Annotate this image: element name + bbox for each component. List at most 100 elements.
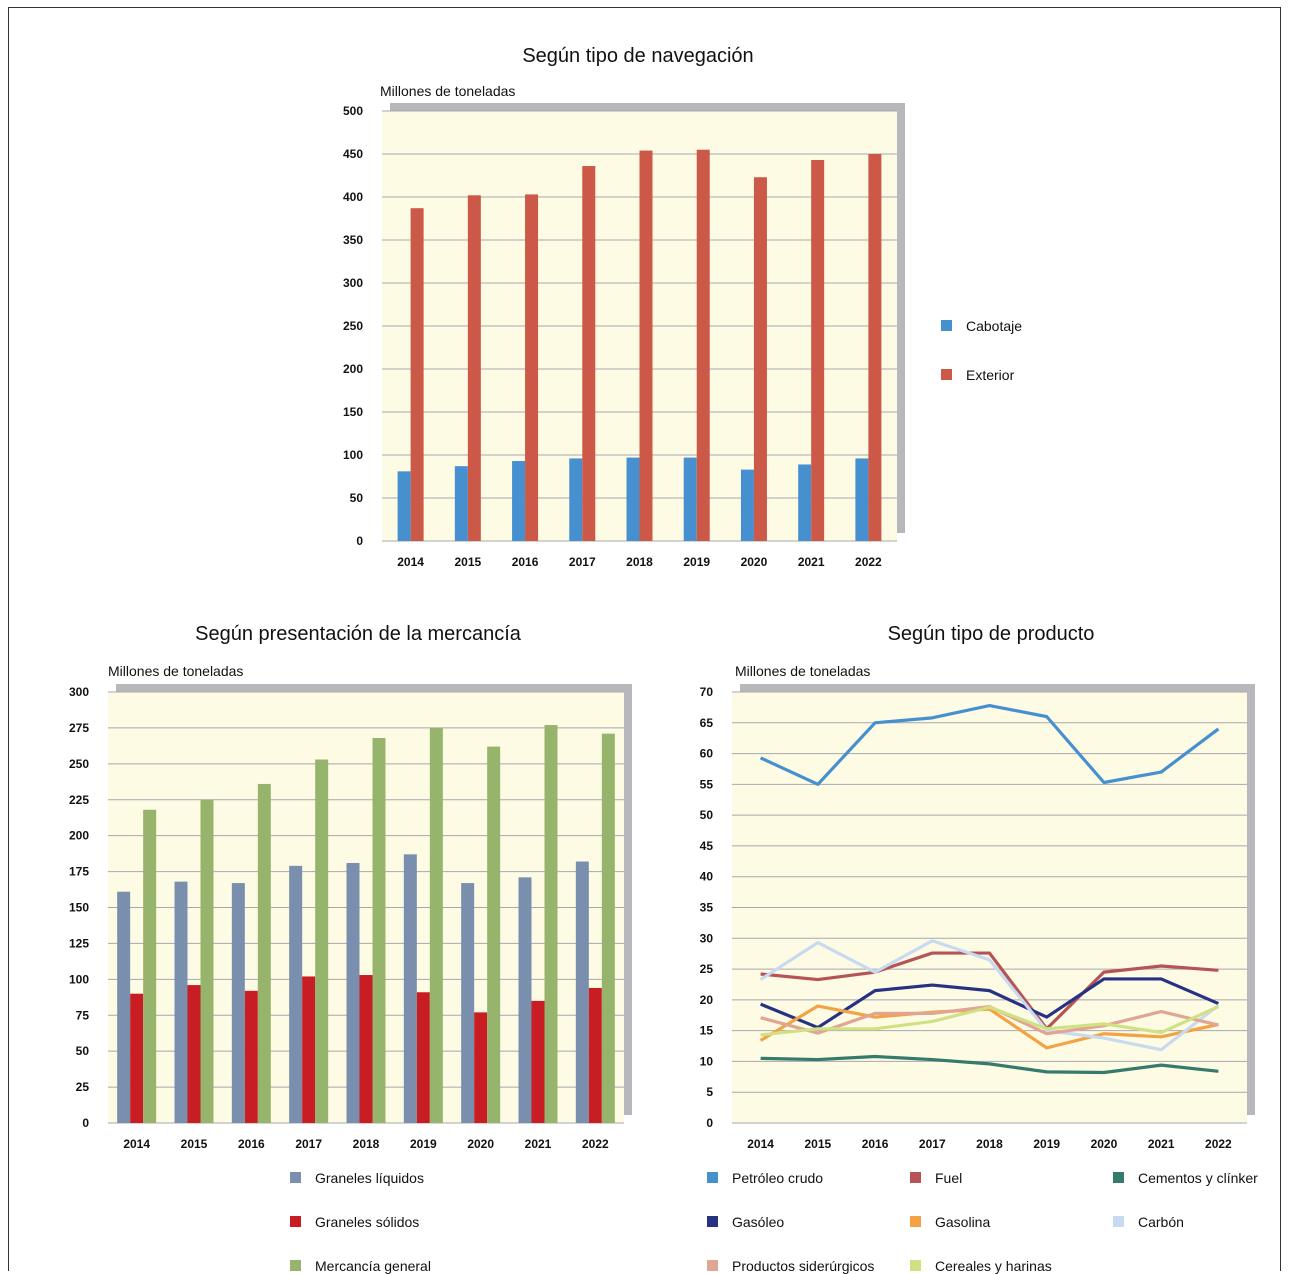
legend-item: Graneles sólidos xyxy=(290,1214,419,1230)
legend-item: Gasolina xyxy=(910,1214,990,1230)
bar xyxy=(582,166,596,542)
bar xyxy=(569,458,583,541)
x-tick-label: 2020 xyxy=(741,555,768,569)
y-tick-label: 5 xyxy=(706,1085,713,1099)
legend-label: Fuel xyxy=(935,1170,962,1186)
legend-swatch xyxy=(910,1172,921,1183)
legend-label: Petróleo crudo xyxy=(732,1170,823,1186)
y-tick-label: 65 xyxy=(700,716,714,730)
y-tick-label: 400 xyxy=(343,190,363,204)
legend-label: Cabotaje xyxy=(966,318,1022,334)
x-tick-label: 2017 xyxy=(919,1137,946,1151)
bar xyxy=(372,737,386,1123)
bar xyxy=(588,987,602,1123)
bar xyxy=(740,469,754,541)
y-tick-label: 25 xyxy=(700,962,714,976)
y-tick-label: 500 xyxy=(343,104,363,118)
y-axis-label: Millones de toneladas xyxy=(380,83,515,99)
bar xyxy=(244,990,258,1123)
bar xyxy=(143,809,157,1123)
y-tick-label: 250 xyxy=(69,757,89,771)
legend-swatch xyxy=(1113,1216,1124,1227)
bar xyxy=(454,466,468,541)
legend-label: Productos siderúrgicos xyxy=(732,1258,874,1274)
y-tick-label: 40 xyxy=(700,870,714,884)
bar xyxy=(315,759,329,1123)
x-tick-label: 2019 xyxy=(410,1137,437,1151)
legend-swatch xyxy=(707,1260,718,1271)
legend-swatch xyxy=(941,320,952,331)
bar xyxy=(855,458,869,541)
x-tick-label: 2017 xyxy=(569,555,596,569)
bar xyxy=(429,727,443,1123)
series-line xyxy=(760,977,1220,1030)
x-tick-label: 2021 xyxy=(525,1137,552,1151)
y-tick-label: 225 xyxy=(69,793,89,807)
y-tick-label: 60 xyxy=(700,747,714,761)
chart-0: Según tipo de navegación Millones de tone… xyxy=(343,45,1022,569)
x-tick-label: 2015 xyxy=(181,1137,208,1151)
legend-swatch xyxy=(290,1260,301,1271)
series-line xyxy=(759,703,1220,786)
x-tick-label: 2020 xyxy=(467,1137,494,1151)
legend-swatch xyxy=(707,1172,718,1183)
y-axis-label: Millones de toneladas xyxy=(108,663,243,679)
x-tick-label: 2016 xyxy=(238,1137,265,1151)
legend-swatch xyxy=(910,1216,921,1227)
series-line xyxy=(760,1005,1220,1037)
bar xyxy=(410,208,424,541)
legend-label: Carbón xyxy=(1138,1214,1184,1230)
bar xyxy=(302,976,316,1123)
bar xyxy=(130,993,144,1123)
x-tick-label: 2018 xyxy=(626,555,653,569)
legend-label: Exterior xyxy=(966,367,1015,383)
bar xyxy=(200,799,214,1123)
y-tick-label: 30 xyxy=(700,931,714,945)
bar xyxy=(289,865,303,1123)
y-tick-label: 200 xyxy=(69,829,89,843)
legend-item: Petróleo crudo xyxy=(707,1170,823,1186)
chart-title: Según tipo de producto xyxy=(888,623,1095,645)
bar xyxy=(359,975,373,1123)
bar xyxy=(487,746,501,1123)
y-tick-label: 50 xyxy=(700,808,714,822)
bar xyxy=(575,861,589,1123)
bar xyxy=(403,854,417,1123)
legend-swatch xyxy=(910,1260,921,1271)
bar xyxy=(601,733,615,1123)
bar xyxy=(639,150,653,541)
y-tick-label: 25 xyxy=(76,1080,90,1094)
y-tick-label: 150 xyxy=(69,901,89,915)
x-tick-label: 2015 xyxy=(804,1137,831,1151)
y-tick-label: 175 xyxy=(69,865,89,879)
legend-label: Gasolina xyxy=(935,1214,990,1230)
legend-item: Exterior xyxy=(941,367,1015,383)
y-tick-label: 450 xyxy=(343,147,363,161)
bar xyxy=(798,464,812,541)
bar xyxy=(461,883,475,1123)
y-tick-label: 0 xyxy=(706,1116,713,1130)
bar xyxy=(518,877,532,1123)
x-tick-label: 2021 xyxy=(1148,1137,1175,1151)
x-tick-label: 2021 xyxy=(798,555,825,569)
x-tick-label: 2018 xyxy=(976,1137,1003,1151)
x-tick-label: 2019 xyxy=(683,555,710,569)
x-tick-label: 2014 xyxy=(397,555,424,569)
y-tick-label: 75 xyxy=(76,1008,90,1022)
legend-swatch xyxy=(290,1216,301,1227)
bar xyxy=(753,177,767,541)
legend-swatch xyxy=(290,1172,301,1183)
x-tick-label: 2014 xyxy=(123,1137,150,1151)
bar xyxy=(868,154,882,541)
series-line xyxy=(760,951,1219,1031)
chart-2: Según tipo de producto Millones de tonela… xyxy=(700,623,1259,1274)
legend-label: Mercancía general xyxy=(315,1258,431,1274)
bar xyxy=(525,194,539,542)
legend-label: Cementos y clínker xyxy=(1138,1170,1258,1186)
series-line xyxy=(759,939,1220,1052)
y-tick-label: 0 xyxy=(82,1116,89,1130)
bar xyxy=(512,461,526,541)
y-tick-label: 200 xyxy=(343,362,363,376)
bar xyxy=(257,783,271,1123)
x-tick-label: 2016 xyxy=(862,1137,889,1151)
